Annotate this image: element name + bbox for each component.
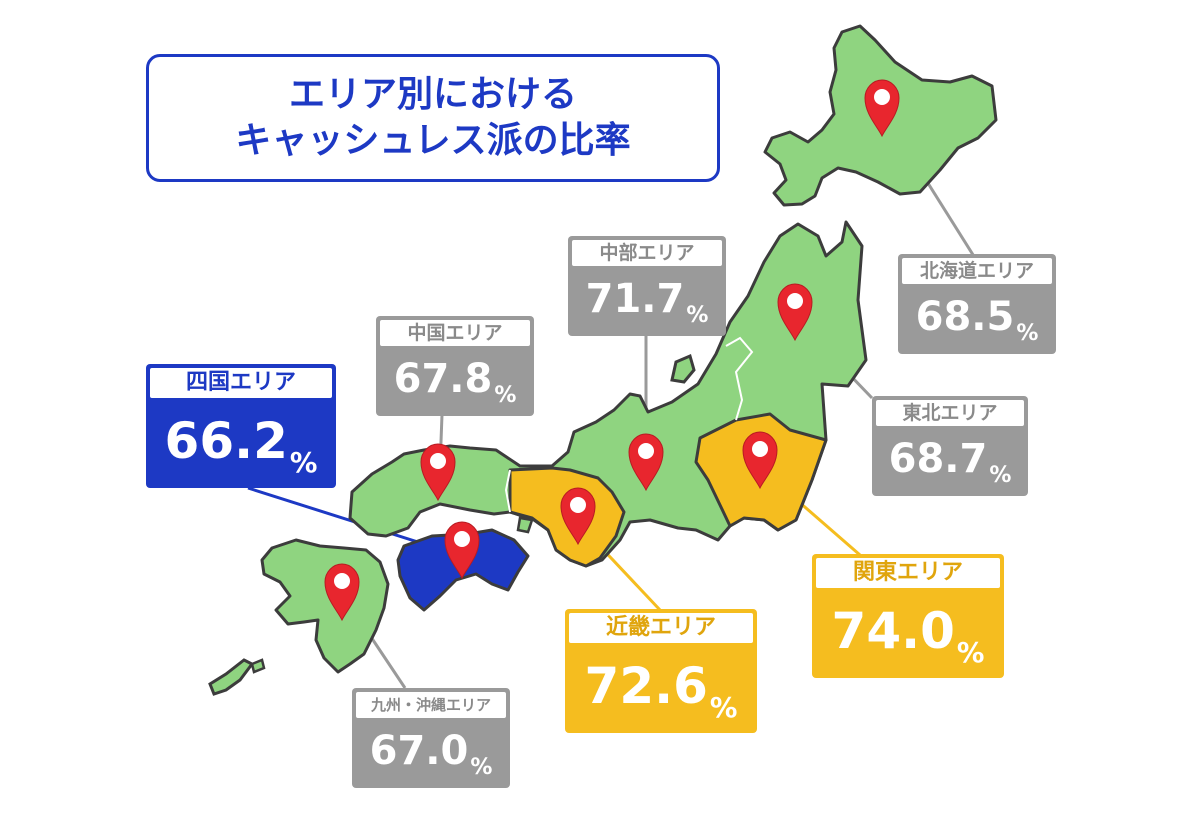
island-awaji: [516, 516, 534, 534]
title-line-1: エリア別における: [288, 74, 577, 115]
region-value: 72.6%: [584, 657, 738, 725]
region-name: 北海道エリア: [902, 258, 1052, 284]
island-sado: [670, 353, 696, 384]
region-name: 中部エリア: [572, 240, 722, 266]
title-line-2: キャッシュレス派の比率: [235, 120, 631, 161]
island-okinawa: [208, 658, 255, 696]
label-kanto: 関東エリア 74.0%: [812, 554, 1004, 678]
border-chugoku-kinki: [504, 469, 511, 513]
label-kyushu: 九州・沖縄エリア 67.0%: [352, 688, 510, 788]
label-shikoku: 四国エリア 66.2%: [146, 364, 336, 488]
region-kyushu: [260, 538, 390, 674]
border-tohoku-chubu: [725, 336, 754, 421]
label-hokkaido: 北海道エリア 68.5%: [898, 254, 1056, 354]
label-tohoku: 東北エリア 68.7%: [872, 396, 1028, 496]
region-name: 九州・沖縄エリア: [356, 692, 506, 718]
region-name: 東北エリア: [876, 400, 1024, 426]
region-name: 関東エリア: [816, 558, 1000, 588]
region-value: 67.0%: [369, 728, 493, 781]
region-value: 68.7%: [888, 436, 1012, 489]
region-value: 67.8%: [393, 356, 517, 409]
region-name: 四国エリア: [150, 368, 332, 398]
region-value: 74.0%: [831, 602, 985, 670]
label-chubu: 中部エリア 71.7%: [568, 236, 726, 336]
label-chugoku: 中国エリア 67.8%: [376, 316, 534, 416]
chart-title: エリア別における キャッシュレス派の比率: [146, 54, 720, 182]
region-value: 71.7%: [585, 276, 709, 329]
region-name: 近畿エリア: [569, 613, 753, 643]
region-name: 中国エリア: [380, 320, 530, 346]
region-value: 66.2%: [164, 412, 318, 480]
region-value: 68.5%: [915, 294, 1039, 347]
label-kinki: 近畿エリア 72.6%: [565, 609, 757, 733]
island-okinawa-small: [250, 658, 266, 674]
